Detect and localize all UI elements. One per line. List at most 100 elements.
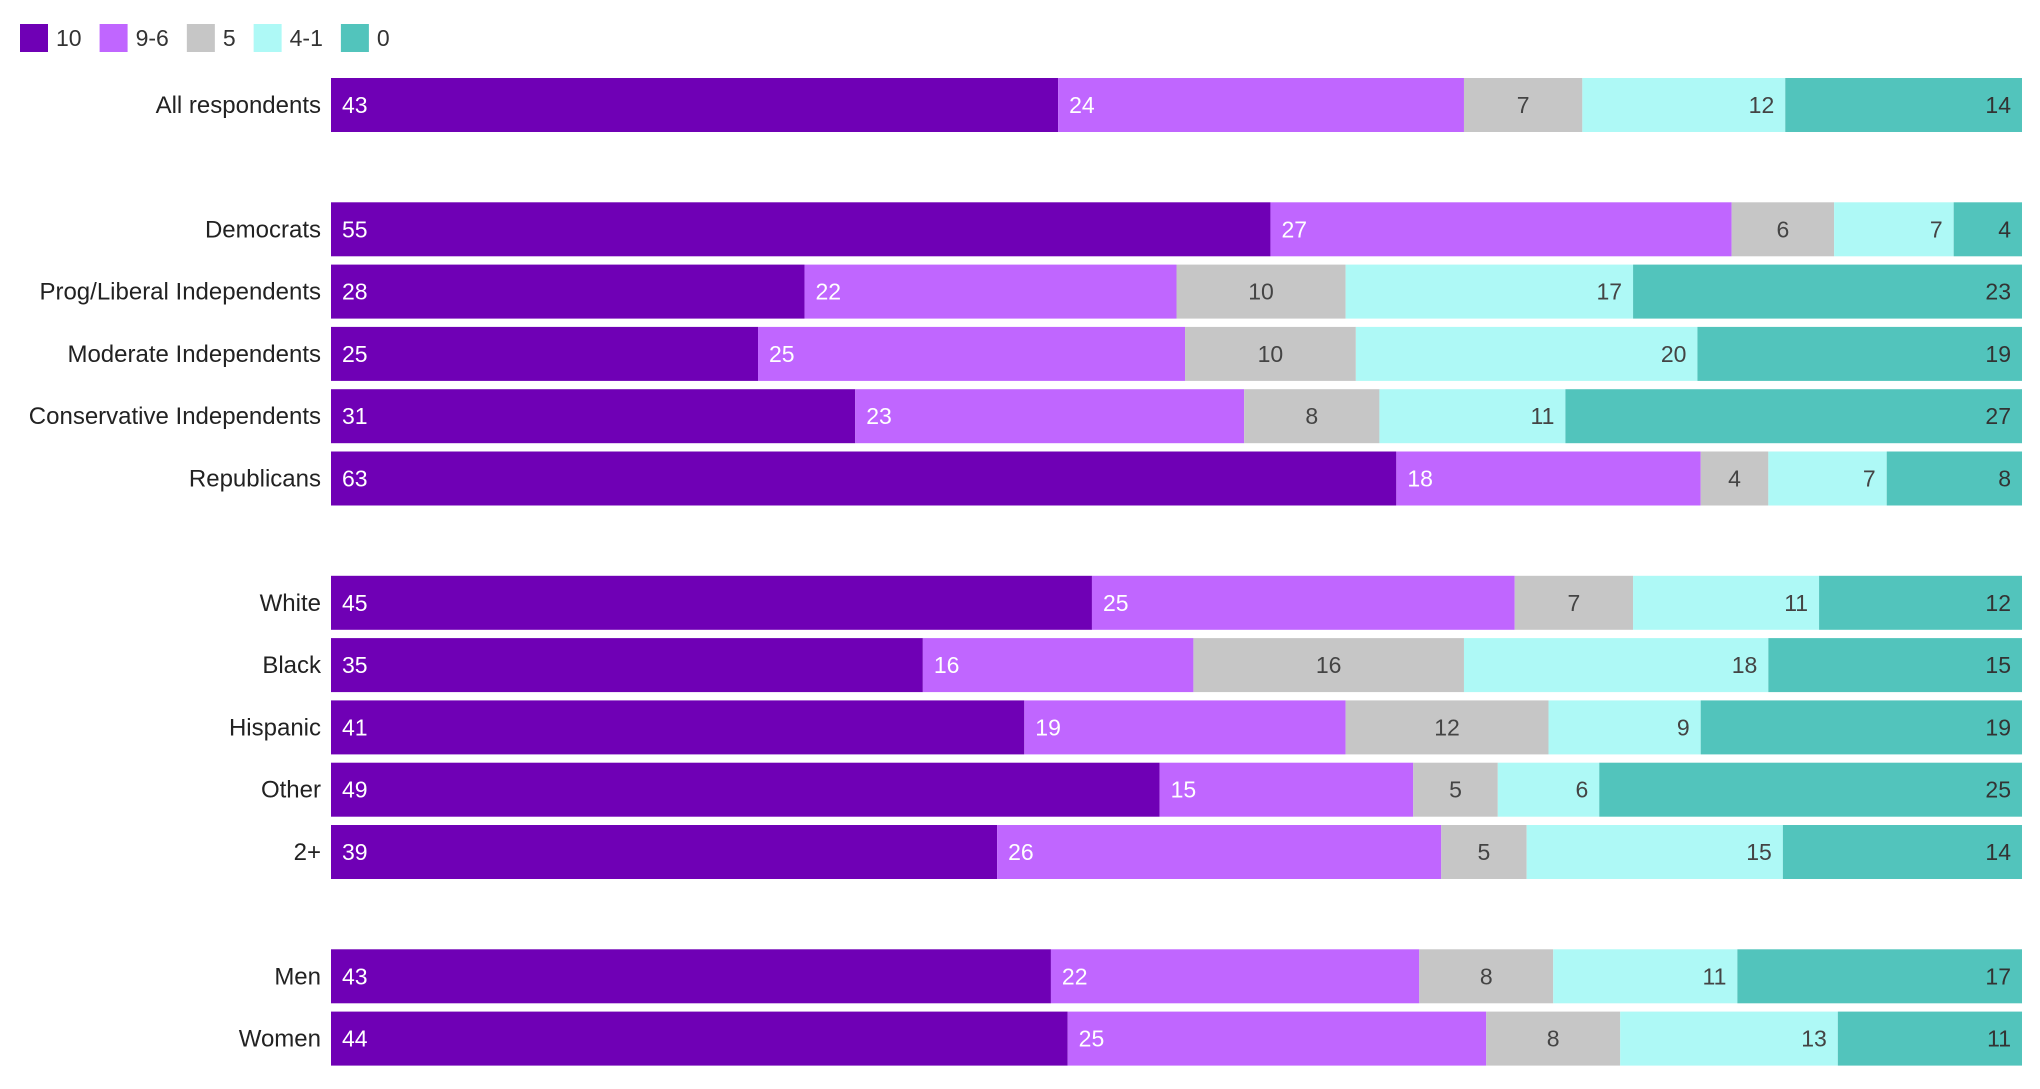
data-label-4-1: 11 [1784, 590, 1808, 616]
data-label-0: 23 [1985, 279, 2011, 305]
bar-segment-9-6 [1159, 762, 1414, 817]
bar-segment-5 [1244, 389, 1380, 444]
bar-segment-10 [331, 949, 1051, 1004]
bar-row-white: White 45 25 7 11 12 [260, 575, 2022, 630]
bar-segment-5 [1441, 825, 1527, 879]
row-label: Black [262, 652, 322, 679]
data-label-9-6: 25 [1103, 590, 1129, 616]
row-label: Women [239, 1026, 321, 1053]
data-label-10: 55 [342, 216, 368, 242]
data-label-5: 7 [1567, 590, 1580, 616]
legend-item-10: 10 [20, 24, 82, 52]
bar-segment-10 [331, 451, 1397, 506]
bar-segment-9-6 [855, 389, 1245, 444]
data-label-4-1: 11 [1531, 403, 1555, 429]
data-label-9-6: 27 [1281, 216, 1307, 242]
data-label-5: 7 [1517, 92, 1530, 118]
bar-segment-9-6 [804, 264, 1177, 319]
row-label: Men [274, 963, 321, 990]
bar-segment-4-1 [1553, 949, 1738, 1004]
bar-segment-4-1 [1463, 638, 1769, 693]
bar-segment-4-1 [1345, 264, 1634, 319]
data-label-4-1: 7 [1930, 216, 1943, 242]
data-label-4-1: 20 [1661, 341, 1687, 367]
bar-row-2: 2+ 39 26 5 15 14 [294, 825, 2022, 879]
data-label-4-1: 6 [1575, 777, 1588, 803]
bar-segment-10 [331, 202, 1271, 257]
data-label-4-1: 9 [1677, 714, 1690, 740]
bar-segment-4-1 [1633, 575, 1820, 630]
data-label-4-1: 13 [1801, 1026, 1827, 1052]
data-label-10: 41 [342, 714, 368, 740]
data-label-9-6: 18 [1407, 466, 1433, 492]
data-label-0: 25 [1985, 777, 2011, 803]
bar-segment-4-1 [1379, 389, 1566, 444]
bar-row-black: Black 35 16 16 18 15 [262, 638, 2022, 693]
bar-row-other: Other 49 15 5 6 25 [261, 762, 2022, 817]
data-label-5: 5 [1449, 777, 1462, 803]
bar-segment-4-1 [1834, 202, 1954, 257]
data-label-0: 4 [1998, 216, 2011, 242]
bar-row-prog-liberal-independents: Prog/Liberal Independents 28 22 10 17 23 [39, 264, 2022, 319]
bar-row-hispanic: Hispanic 41 19 12 9 19 [229, 700, 2022, 755]
data-label-10: 28 [342, 279, 368, 305]
data-label-5: 4 [1728, 466, 1741, 492]
data-label-0: 17 [1985, 963, 2011, 989]
bar-row-conservative-independents: Conservative Independents 31 23 8 11 27 [29, 389, 2022, 444]
bar-segment-4-1 [1526, 825, 1783, 879]
legend-item-5: 5 [186, 24, 236, 52]
legend-item-9-6: 9-6 [99, 24, 169, 52]
bar-segment-4-1 [1497, 762, 1600, 817]
bar-segment-0 [1737, 949, 2022, 1004]
data-label-0: 19 [1985, 714, 2011, 740]
data-label-10: 43 [342, 963, 368, 989]
data-label-4-1: 12 [1749, 92, 1775, 118]
data-label-5: 12 [1434, 714, 1460, 740]
data-label-10: 43 [342, 92, 368, 118]
bar-segment-9-6 [1091, 575, 1515, 630]
bar-segment-0 [1782, 825, 2022, 879]
legend-label-9-6: 9-6 [136, 25, 169, 51]
legend-item-0: 0 [340, 24, 390, 52]
row-label: Other [261, 777, 321, 804]
legend-swatch-10 [20, 24, 48, 52]
bar-segment-10 [331, 389, 856, 444]
bar-segment-5 [1463, 78, 1583, 132]
data-label-0: 14 [1985, 92, 2011, 118]
data-label-5: 16 [1316, 652, 1342, 678]
bar-segment-10 [331, 825, 998, 879]
data-label-9-6: 22 [815, 279, 841, 305]
bar-segment-10 [331, 575, 1092, 630]
data-label-5: 8 [1547, 1026, 1560, 1052]
bar-segment-10 [331, 78, 1059, 132]
data-label-0: 27 [1985, 403, 2011, 429]
bar-segment-0 [1700, 700, 2022, 755]
data-label-4-1: 15 [1746, 839, 1772, 865]
data-label-9-6: 26 [1008, 839, 1034, 865]
data-label-0: 8 [1998, 466, 2011, 492]
bar-segment-0 [1697, 326, 2022, 381]
bar-segment-0 [1599, 762, 2022, 817]
data-label-10: 39 [342, 839, 368, 865]
bar-segment-0 [1768, 638, 2022, 693]
data-label-9-6: 24 [1069, 92, 1095, 118]
bar-segment-9-6 [758, 326, 1186, 381]
row-label: Moderate Independents [67, 341, 321, 368]
bar-segment-0 [1565, 389, 2022, 444]
data-label-9-6: 19 [1035, 714, 1061, 740]
bar-segment-9-6 [1270, 202, 1732, 257]
bar-segment-5 [1193, 638, 1464, 693]
data-label-0: 12 [1985, 590, 2011, 616]
row-label: Democrats [205, 216, 321, 243]
data-label-10: 31 [342, 403, 368, 429]
bar-segment-10 [331, 1011, 1068, 1066]
bar-segment-5 [1514, 575, 1634, 630]
data-label-5: 8 [1480, 963, 1493, 989]
row-label: 2+ [294, 839, 321, 866]
legend: 10 9-6 5 4-1 0 [20, 24, 390, 52]
data-label-5: 5 [1478, 839, 1491, 865]
bar-row-democrats: Democrats 55 27 6 7 4 [205, 202, 2022, 257]
